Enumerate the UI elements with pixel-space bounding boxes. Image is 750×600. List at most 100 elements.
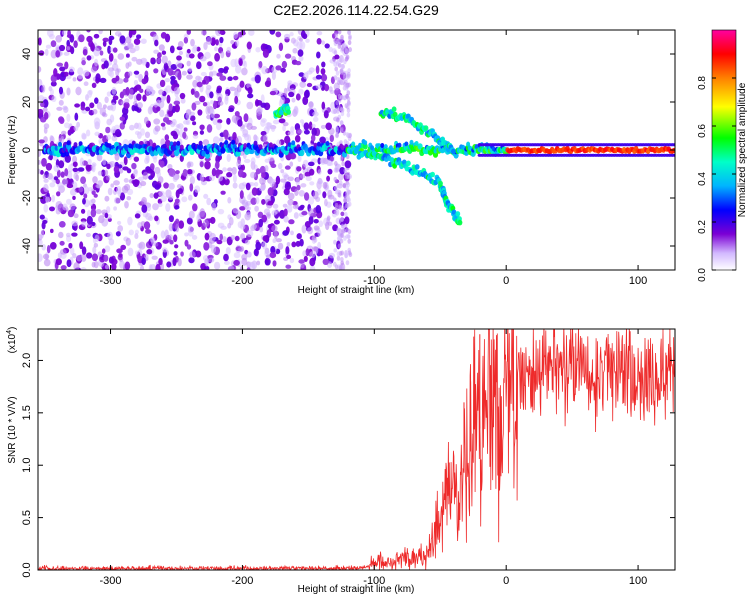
noise-point <box>64 122 70 129</box>
noise-point <box>237 221 243 229</box>
noise-point <box>261 66 268 75</box>
noise-point <box>96 101 102 110</box>
noise-point <box>113 58 118 65</box>
noise-point <box>223 253 229 262</box>
spectrogram-x-ticks: -300 -200 -100 0 100 <box>100 30 647 287</box>
noise-point <box>55 34 63 43</box>
noise-point <box>234 95 239 105</box>
noise-point <box>96 154 103 162</box>
noise-point <box>86 55 92 61</box>
noise-point <box>104 264 109 270</box>
noise-point <box>333 176 338 182</box>
noise-point <box>116 220 122 225</box>
noise-point <box>347 201 352 207</box>
noise-point <box>262 134 268 143</box>
noise-point <box>199 95 206 103</box>
noise-point <box>212 100 217 110</box>
noise-point <box>55 50 61 58</box>
noise-point <box>41 244 46 251</box>
noise-point <box>160 97 165 103</box>
noise-point <box>335 133 339 139</box>
noise-point <box>159 109 165 118</box>
noise-point <box>342 182 347 188</box>
noise-point <box>141 204 148 213</box>
noise-point <box>165 189 172 198</box>
noise-point <box>227 265 235 270</box>
noise-point <box>324 43 330 49</box>
noise-point <box>265 121 271 130</box>
noise-point <box>317 179 324 185</box>
noise-point <box>340 250 345 256</box>
noise-point <box>321 40 326 45</box>
noise-point <box>299 119 305 124</box>
noise-point <box>131 30 137 36</box>
noise-point <box>42 219 48 224</box>
noise-point <box>299 41 306 50</box>
noise-point <box>275 175 281 185</box>
noise-point <box>336 255 341 261</box>
noise-point <box>290 37 296 44</box>
noise-point <box>142 94 147 102</box>
noise-point <box>125 53 130 58</box>
noise-point <box>207 61 213 67</box>
svg-text:(x104): (x104) <box>6 327 18 354</box>
noise-point <box>127 71 133 77</box>
y-tick-label: 0 <box>21 147 33 153</box>
noise-point <box>343 197 347 203</box>
noise-point <box>163 182 169 189</box>
noise-point <box>169 240 174 245</box>
noise-point <box>347 197 351 203</box>
noise-point <box>155 263 161 270</box>
noise-point <box>93 242 99 248</box>
noise-point <box>283 87 288 97</box>
noise-point <box>108 37 113 46</box>
noise-point <box>217 175 223 182</box>
noise-point <box>333 41 338 47</box>
carrier-point <box>380 143 385 148</box>
noise-point <box>343 235 347 241</box>
noise-point <box>113 180 120 186</box>
noise-point <box>199 161 204 168</box>
noise-point <box>238 182 246 190</box>
noise-point <box>90 66 98 73</box>
noise-point <box>185 119 191 126</box>
noise-point <box>334 54 340 60</box>
noise-point <box>174 205 180 210</box>
noise-point <box>173 234 178 243</box>
noise-point <box>336 108 340 114</box>
noise-point <box>85 164 91 171</box>
noise-point <box>186 217 193 225</box>
noise-point <box>55 191 61 197</box>
noise-point <box>60 171 65 178</box>
noise-point <box>215 160 220 170</box>
noise-point <box>187 225 194 233</box>
noise-point <box>305 248 310 257</box>
noise-point <box>140 128 145 136</box>
noise-point <box>321 61 326 68</box>
noise-point <box>230 40 235 45</box>
noise-point <box>117 225 124 232</box>
noise-point <box>74 103 81 108</box>
noise-point <box>104 96 109 104</box>
noise-point <box>253 248 259 257</box>
snr-y-multiplier-base: (x10 <box>7 333 18 353</box>
noise-point <box>298 72 305 77</box>
noise-point <box>337 243 342 249</box>
noise-point <box>67 164 74 173</box>
noise-point <box>175 223 180 233</box>
noise-point <box>209 232 216 242</box>
noise-point <box>85 129 91 137</box>
noise-point <box>333 210 338 216</box>
noise-point <box>232 207 239 214</box>
y-tick-label: 1.0 <box>21 458 33 473</box>
noise-point <box>92 108 98 115</box>
upper-branch-point <box>423 125 429 131</box>
noise-point <box>319 136 326 144</box>
noise-point <box>72 167 79 173</box>
noise-point <box>133 79 138 86</box>
x-tick-label: -100 <box>363 275 385 287</box>
noise-point <box>80 106 86 111</box>
noise-point <box>347 234 351 240</box>
noise-point <box>121 185 129 194</box>
noise-point <box>58 117 65 124</box>
